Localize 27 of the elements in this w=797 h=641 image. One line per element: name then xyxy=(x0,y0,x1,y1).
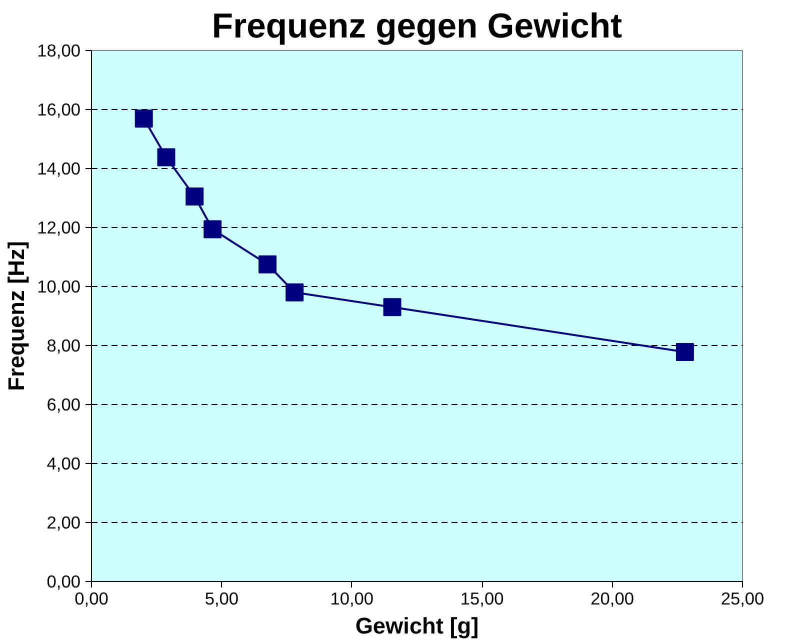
y-tick-label: 4,00 xyxy=(46,454,81,474)
y-tick-label: 0,00 xyxy=(46,572,81,592)
point xyxy=(258,255,277,274)
y-tick-label: 12,00 xyxy=(37,218,81,238)
point xyxy=(204,220,222,238)
y-tick-label: 8,00 xyxy=(46,336,81,356)
x-tick-label: 25,00 xyxy=(720,588,764,608)
point xyxy=(186,188,204,206)
y-tick-label: 14,00 xyxy=(37,158,81,178)
x-tick-label: 5,00 xyxy=(204,588,239,608)
point xyxy=(286,283,304,302)
chart-title: Frequenz gegen Gewicht xyxy=(212,8,623,46)
y-tick-label: 6,00 xyxy=(46,394,81,414)
y-axis-title: Frequenz [Hz] xyxy=(3,241,30,391)
y-tick-label: 2,00 xyxy=(46,512,81,532)
x-tick-label: 15,00 xyxy=(460,588,504,608)
point xyxy=(157,148,176,166)
point xyxy=(383,298,402,316)
x-tick-label: 0,00 xyxy=(74,588,108,608)
x-tick-label: 20,00 xyxy=(590,588,634,608)
point xyxy=(134,110,153,128)
point xyxy=(676,342,694,361)
y-tick-label: 10,00 xyxy=(37,276,81,296)
x-tick-label: 10,00 xyxy=(330,588,374,608)
y-tick-label: 16,00 xyxy=(37,100,81,120)
y-tick-label: 18,00 xyxy=(37,40,81,60)
x-axis-title: Gewicht [g] xyxy=(355,612,479,638)
